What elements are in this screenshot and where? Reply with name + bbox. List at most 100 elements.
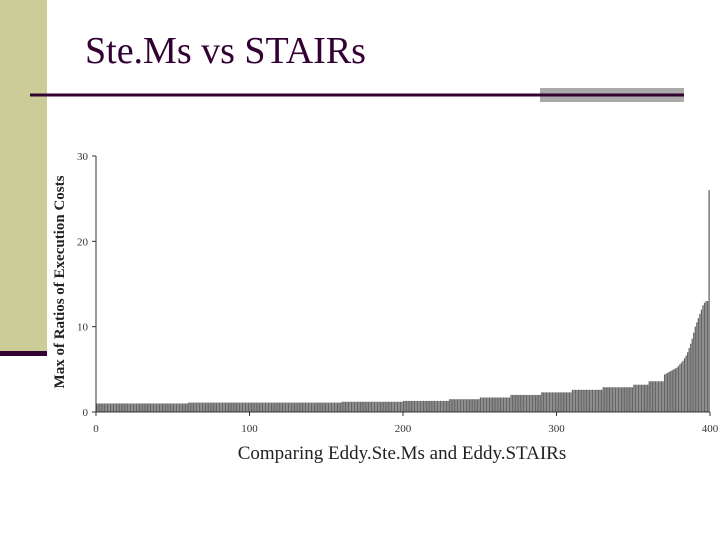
bar: [235, 402, 237, 412]
bar: [200, 402, 202, 412]
bar: [510, 394, 512, 412]
bar: [330, 402, 333, 412]
bar: [372, 401, 374, 412]
bar: [591, 389, 594, 412]
bar: [667, 372, 669, 412]
bar: [525, 394, 528, 412]
bar: [114, 403, 116, 412]
bar: [103, 403, 105, 412]
bar: [358, 401, 360, 412]
bar: [320, 402, 322, 412]
bar: [574, 389, 577, 412]
bar: [117, 403, 119, 412]
bar: [373, 401, 376, 412]
bar: [536, 394, 538, 412]
bar: [295, 402, 297, 412]
bar: [700, 309, 703, 412]
bar: [628, 387, 630, 412]
bar: [444, 400, 446, 412]
bar: [254, 402, 256, 412]
bar: [697, 318, 700, 412]
bar: [137, 403, 139, 412]
bar: [209, 402, 211, 412]
bar: [493, 397, 495, 412]
bar: [412, 400, 414, 412]
bar: [363, 401, 365, 412]
bar: [508, 397, 511, 412]
bar: [155, 403, 158, 412]
bar: [361, 401, 363, 412]
bar: [272, 402, 274, 412]
bar: [637, 384, 640, 412]
bar: [274, 402, 276, 412]
bar: [438, 400, 440, 412]
bar: [458, 399, 460, 412]
bar: [194, 402, 196, 412]
bar: [336, 402, 339, 412]
bar: [496, 397, 498, 412]
bar: [433, 400, 436, 412]
bar: [518, 394, 520, 412]
bar: [630, 387, 632, 412]
x-tick-label: 400: [702, 423, 719, 435]
bar: [421, 400, 423, 412]
bar: [218, 402, 221, 412]
bar: [224, 402, 227, 412]
y-tick-label: 20: [77, 236, 89, 248]
bar: [246, 402, 248, 412]
bar: [109, 403, 112, 412]
bar: [297, 402, 299, 412]
bar: [456, 399, 459, 412]
bar: [495, 397, 497, 412]
bar: [627, 387, 629, 412]
bar: [149, 403, 152, 412]
bar: [470, 399, 472, 412]
bar: [554, 392, 557, 412]
bar: [464, 399, 466, 412]
bar: [562, 392, 564, 412]
bar: [527, 394, 529, 412]
bar: [616, 387, 618, 412]
bar: [567, 392, 569, 412]
bar: [403, 400, 405, 412]
bar: [171, 403, 173, 412]
bar: [656, 381, 658, 412]
bar: [550, 392, 552, 412]
bar: [693, 332, 695, 412]
bar: [100, 403, 102, 412]
bar: [528, 394, 531, 412]
bar: [611, 387, 614, 412]
bar: [645, 384, 647, 412]
bar: [691, 338, 693, 412]
bar: [677, 365, 680, 412]
bar: [396, 401, 399, 412]
bar: [317, 402, 319, 412]
bar: [596, 389, 598, 412]
bar: [553, 392, 555, 412]
bar: [662, 381, 664, 412]
bar: [473, 399, 475, 412]
bar: [492, 397, 494, 412]
bar: [571, 389, 574, 412]
bar: [344, 401, 346, 412]
bar: [215, 402, 218, 412]
bar: [201, 402, 204, 412]
bar: [462, 399, 465, 412]
bar: [146, 403, 148, 412]
bar: [530, 394, 532, 412]
bar: [174, 403, 176, 412]
bar: [138, 403, 141, 412]
bar: [406, 400, 408, 412]
bar: [249, 402, 251, 412]
bar: [162, 403, 164, 412]
bar: [590, 389, 592, 412]
bar: [157, 403, 159, 412]
bar: [535, 394, 537, 412]
bar: [511, 394, 514, 412]
bar: [228, 402, 230, 412]
bar: [360, 401, 362, 412]
bar: [515, 394, 517, 412]
bar: [392, 401, 394, 412]
bar: [238, 402, 241, 412]
bar: [346, 401, 348, 412]
